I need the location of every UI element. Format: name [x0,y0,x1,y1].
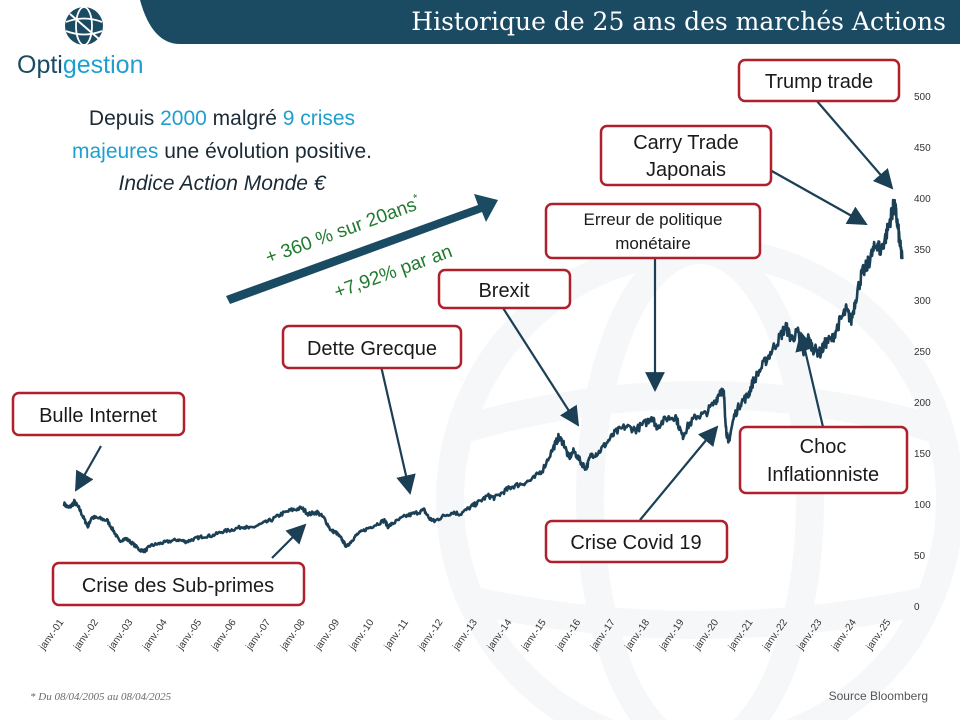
header-band [140,0,960,44]
y-tick-label: 250 [914,347,931,358]
x-tick-label: janv.-04 [140,617,170,653]
callout-carry-trade-line1: Carry Trade [633,132,739,154]
callout-crise-subprimes: Crise des Sub-primes [51,561,306,607]
x-tick-label: janv.-09 [313,617,343,653]
x-tick-label: janv.-02 [71,617,101,653]
y-tick-label: 500 [914,92,931,103]
callout-dette-grecque: Dette Grecque [281,324,463,370]
intro-line1-a: Depuis [89,107,160,130]
x-tick-label: janv.-07 [244,617,274,653]
y-tick-label: 200 [914,398,931,409]
x-tick-label: janv.-11 [382,617,411,652]
svg-text:Depuis 2000 malgré 9 crises: Depuis 2000 malgré 9 crises [89,107,355,130]
arrow-brexit [502,307,580,427]
source-label: Source Bloomberg [829,689,928,703]
callout-carry-trade-line2: Japonais [646,159,726,181]
callout-carry-trade: Carry Trade Japonais [599,124,773,187]
y-tick-label: 0 [914,602,920,613]
y-tick-label: 100 [914,500,931,511]
arrow-covid [639,425,719,521]
x-tick-label: janv.-10 [347,617,377,653]
arrow-bulle-internet [75,445,102,492]
svg-text:Optigestion: Optigestion [17,51,143,79]
arrow-inflation [795,331,825,428]
y-tick-label: 450 [914,143,931,154]
x-tick-label: janv.-08 [278,617,308,653]
intro-text: Depuis 2000 malgré 9 crises majeures une… [72,107,372,195]
callout-trump-trade: Trump trade [737,58,901,103]
y-tick-label: 150 [914,449,931,460]
intro-line2-b: une évolution positive. [158,140,372,163]
arrow-carry-trade [769,169,868,225]
callout-erreur-politique: Erreur de politique monétaire [544,202,762,260]
callout-choc-inflation: Choc Inflationniste [738,425,909,495]
intro-year: 2000 [160,107,207,130]
callout-erreur-politique-line2: monétaire [615,234,691,253]
callout-crise-covid: Crise Covid 19 [544,519,729,564]
x-tick-label: janv.-03 [106,617,136,653]
arrow-subprimes [271,523,307,559]
callouts: Bulle Internet Crise des Sub-primes Dett… [11,58,909,607]
y-tick-label: 350 [914,245,931,256]
callout-erreur-politique-line1: Erreur de politique [584,210,723,229]
callout-choc-inflation-line1: Choc [800,436,847,458]
performance-arrow [226,194,498,304]
y-axis: 0 50 100 150 200 250 300 350 400 450 500 [914,92,931,613]
svg-text:majeures une évolution positiv: majeures une évolution positive. [72,140,372,163]
arrow-trump-trade [815,99,894,190]
arrow-dette-grecque [379,365,416,495]
callout-arrows [75,99,894,559]
logo: Optigestion [17,6,143,79]
y-tick-label: 50 [914,551,926,562]
callout-bulle-internet: Bulle Internet [11,391,186,437]
y-tick-label: 300 [914,296,931,307]
performance-annual: +7,92% par an [331,241,455,303]
intro-majeures: majeures [72,140,158,163]
x-tick-label: janv.-01 [37,617,67,653]
footnote: * Du 08/04/2005 au 08/04/2025 [30,691,172,703]
callout-brexit: Brexit [437,268,572,310]
x-tick-label: janv.-05 [175,617,205,653]
callout-crise-covid-label: Crise Covid 19 [570,532,701,554]
x-tick-label: janv.-06 [209,617,239,653]
globe-icon [65,6,103,46]
callout-brexit-label: Brexit [478,280,530,302]
logo-brand-opti: Opti [17,51,63,79]
performance-footnote-mark: * [412,192,421,205]
intro-crises: 9 crises [283,107,355,130]
callout-bulle-internet-label: Bulle Internet [39,405,157,427]
intro-line1-c: malgré [207,107,283,130]
page-title: Historique de 25 ans des marchés Actions [411,7,946,36]
callout-choc-inflation-line2: Inflationniste [767,464,879,486]
callout-dette-grecque-label: Dette Grecque [307,338,437,360]
callout-crise-subprimes-label: Crise des Sub-primes [82,575,274,597]
callout-trump-trade-label: Trump trade [765,71,873,93]
logo-brand-gestion: gestion [63,51,144,79]
x-tick-label: janv.-12 [416,617,446,653]
y-tick-label: 400 [914,194,931,205]
intro-index-name: Indice Action Monde € [118,172,326,195]
